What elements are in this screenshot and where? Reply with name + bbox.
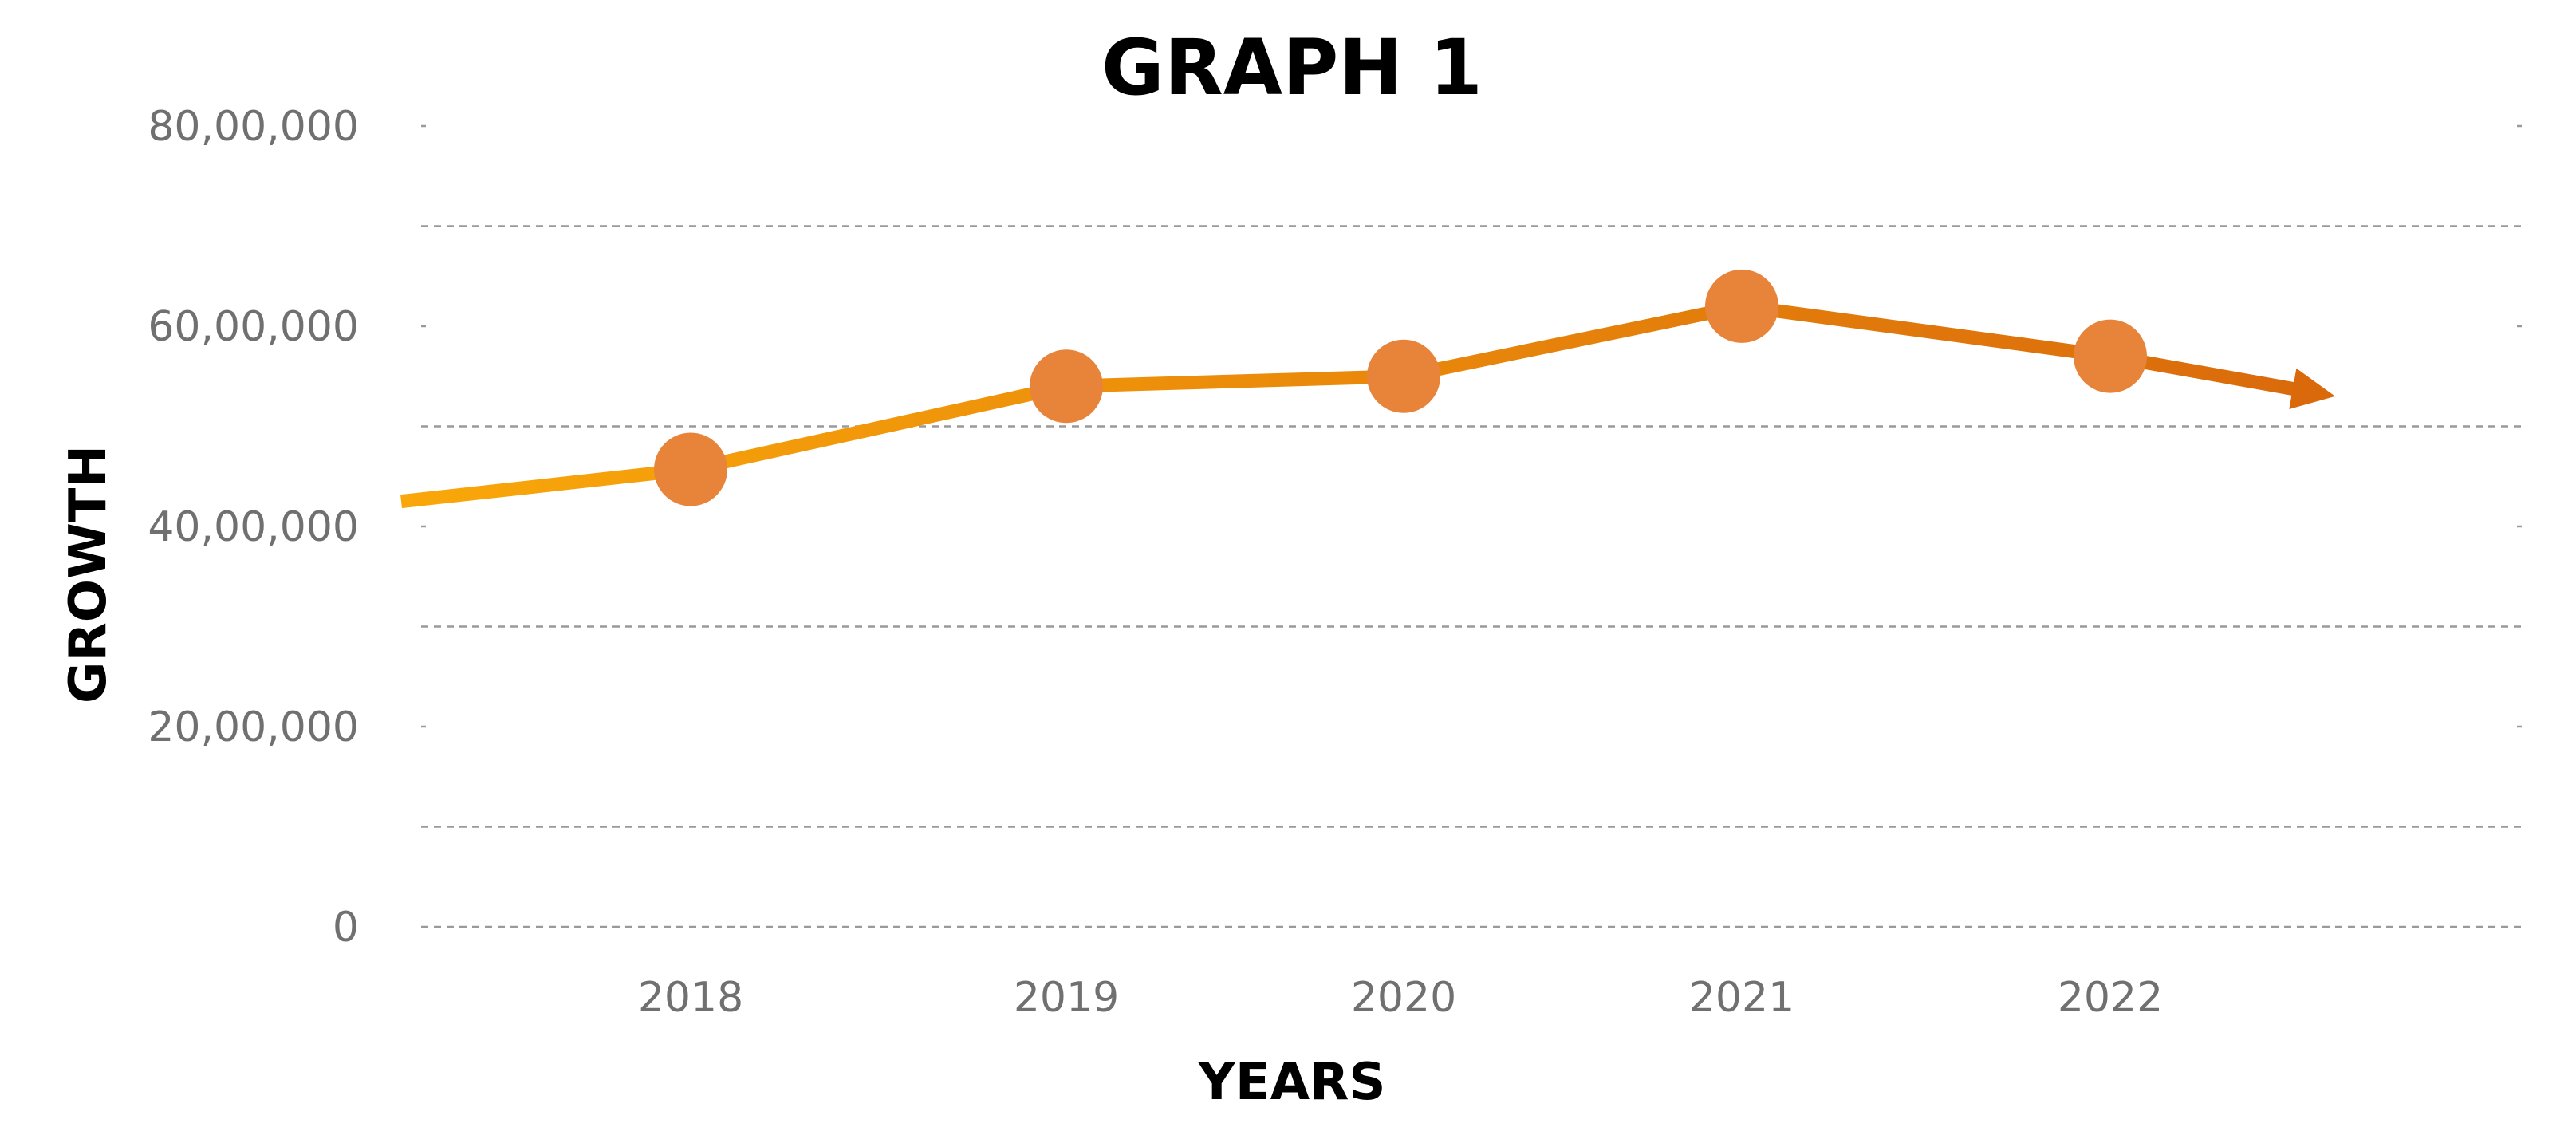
x-tick-label: 2020 xyxy=(1351,974,1456,1022)
gridlines xyxy=(421,124,2522,928)
x-tick-label: 2021 xyxy=(1689,974,1794,1022)
y-tick-label: 60,00,000 xyxy=(148,303,359,351)
data-point-2022 xyxy=(2074,319,2147,393)
trend-arrowhead xyxy=(2289,368,2335,409)
x-axis-tick-labels: 2018 2019 2020 2021 2022 xyxy=(638,974,2163,1022)
y-tick-label: 80,00,000 xyxy=(148,103,359,151)
y-tick-label: 40,00,000 xyxy=(148,503,359,551)
data-point-2019 xyxy=(1030,349,1103,424)
x-tick-label: 2019 xyxy=(1014,974,1119,1022)
y-axis-tick-labels: 0 20,00,000 40,00,000 60,00,000 80,00,000 xyxy=(148,103,359,952)
y-axis-title: GROWTH xyxy=(59,445,118,704)
data-point-2018 xyxy=(654,432,727,506)
series-growth xyxy=(400,269,2335,509)
data-point-2020 xyxy=(1367,339,1440,413)
y-tick-label: 0 xyxy=(333,904,359,952)
y-tick-label: 20,00,000 xyxy=(148,704,359,751)
x-tick-label: 2022 xyxy=(2058,974,2163,1022)
data-point-2021 xyxy=(1705,269,1778,343)
x-tick-label: 2018 xyxy=(638,974,743,1022)
chart-title: GRAPH 1 xyxy=(1101,23,1483,112)
x-axis-title: YEARS xyxy=(1198,1053,1386,1112)
